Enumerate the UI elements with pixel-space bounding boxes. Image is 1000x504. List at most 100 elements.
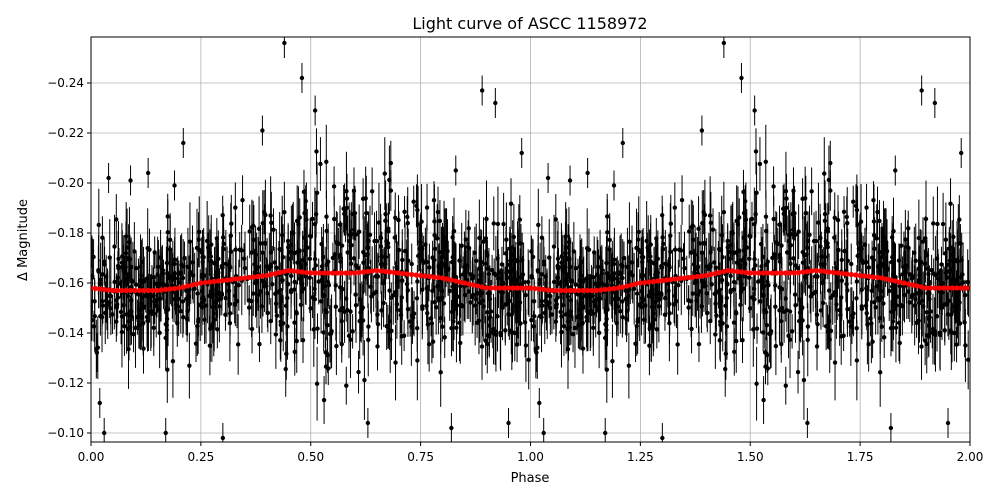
binned-point: [268, 271, 274, 278]
data-point: [114, 217, 119, 222]
data-point: [285, 324, 290, 329]
binned-point: [659, 277, 665, 284]
data-point: [784, 196, 789, 201]
data-point: [560, 265, 565, 270]
data-point: [133, 266, 139, 271]
chart-title: Light curve of ASCC 1158972: [412, 14, 647, 33]
data-point: [760, 330, 766, 335]
binned-point: [453, 278, 459, 284]
data-point: [586, 247, 592, 252]
data-point: [381, 300, 386, 306]
data-point: [773, 240, 779, 245]
data-point: [630, 273, 635, 278]
binned-point: [585, 287, 591, 294]
data-point: [331, 184, 337, 189]
data-point: [682, 266, 687, 271]
data-point: [479, 88, 485, 93]
data-point: [659, 212, 665, 218]
binned-point: [321, 270, 327, 276]
data-point: [387, 288, 392, 293]
binned-point: [163, 286, 169, 293]
binned-point: [725, 267, 731, 274]
data-point: [344, 296, 349, 301]
data-point: [501, 221, 506, 227]
data-point: [939, 305, 945, 310]
data-point: [696, 341, 702, 347]
data-point: [585, 294, 590, 299]
data-point: [104, 274, 109, 279]
data-point: [887, 288, 892, 294]
data-point: [454, 325, 459, 330]
binned-point: [677, 275, 683, 282]
data-point: [818, 308, 824, 313]
data-point: [594, 272, 600, 277]
binned-point: [787, 270, 793, 276]
data-point: [324, 228, 329, 234]
data-point: [428, 316, 434, 321]
data-point: [95, 345, 101, 350]
data-point: [634, 323, 639, 329]
binned-point: [738, 269, 745, 275]
y-tick-label: −0.12: [47, 376, 84, 390]
y-axis-label: Δ Magnitude: [16, 199, 31, 281]
data-point: [259, 304, 265, 309]
data-point: [165, 271, 170, 276]
data-point: [327, 331, 333, 337]
data-point: [118, 309, 124, 315]
data-point: [411, 311, 417, 316]
binned-point: [905, 281, 912, 287]
data-point: [854, 358, 860, 363]
data-point: [280, 254, 286, 260]
data-point: [927, 291, 932, 296]
data-point: [820, 300, 826, 306]
data-point: [731, 287, 736, 292]
binned-point: [523, 285, 529, 291]
data-point: [312, 256, 318, 262]
data-point: [743, 217, 749, 222]
binned-point: [92, 285, 98, 292]
data-point: [303, 261, 308, 267]
data-point: [782, 223, 788, 228]
binned-point: [875, 274, 881, 281]
data-point: [392, 235, 397, 240]
data-point: [940, 221, 946, 227]
data-point: [242, 266, 248, 271]
x-axis-label: Phase: [511, 471, 550, 486]
data-point: [453, 168, 458, 173]
data-point: [830, 293, 835, 298]
data-point: [851, 199, 856, 204]
binned-point: [382, 268, 389, 275]
binned-point: [888, 277, 894, 283]
data-point: [780, 206, 786, 211]
data-point: [260, 250, 265, 255]
data-point: [128, 178, 133, 183]
data-point: [611, 183, 617, 188]
data-point: [442, 335, 447, 340]
data-point: [705, 310, 710, 316]
data-point: [411, 199, 416, 204]
data-point: [178, 309, 183, 314]
data-point: [761, 397, 766, 403]
data-point: [495, 221, 501, 227]
binned-point: [479, 284, 485, 290]
binned-point: [598, 287, 604, 293]
data-point: [778, 318, 784, 324]
data-point: [326, 366, 331, 371]
data-point: [605, 230, 610, 235]
data-point: [285, 282, 291, 287]
data-point: [800, 196, 805, 202]
data-point: [477, 235, 482, 241]
data-point: [882, 335, 887, 340]
data-point: [539, 235, 545, 240]
data-point: [753, 263, 758, 268]
data-point: [893, 325, 899, 330]
data-point: [100, 272, 105, 277]
data-point: [414, 325, 420, 331]
binned-point: [897, 279, 903, 285]
data-point: [731, 320, 737, 325]
data-point: [788, 231, 794, 237]
data-point: [965, 357, 970, 363]
data-point: [132, 249, 137, 254]
x-tick-label: 0.25: [188, 450, 215, 464]
binned-point: [158, 287, 164, 293]
